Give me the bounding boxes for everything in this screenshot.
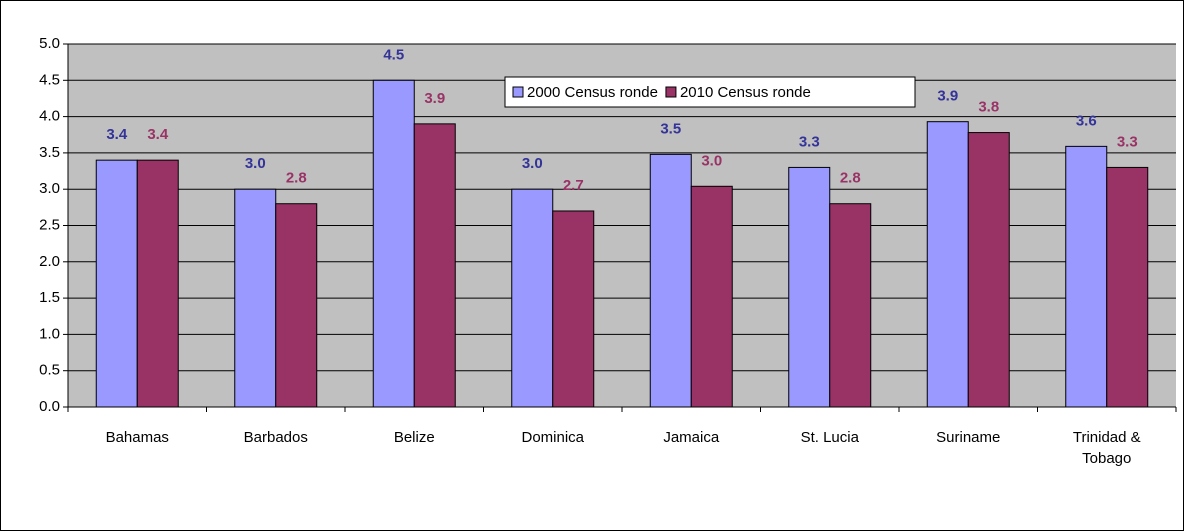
data-label: 3.5: [660, 120, 681, 137]
legend-swatch: [512, 86, 524, 98]
bar: [552, 210, 595, 408]
bar: [649, 153, 692, 408]
x-tick-label: St. Lucia: [800, 429, 859, 446]
bar: [511, 188, 554, 408]
y-tick-label: 0.5: [39, 362, 60, 379]
y-tick-label: 4.0: [39, 108, 60, 125]
x-tick-label: Trinidad & Tobago: [1072, 429, 1141, 467]
legend-swatch: [665, 86, 677, 98]
data-label: 3.9: [937, 88, 958, 105]
data-label: 3.9: [424, 90, 445, 107]
data-label: 3.0: [701, 152, 722, 169]
data-label: 4.5: [383, 46, 404, 63]
data-label: 3.3: [799, 133, 820, 150]
x-tick-label: Suriname: [936, 429, 1001, 446]
data-label: 3.0: [522, 155, 543, 172]
y-tick-label: 2.0: [39, 253, 60, 270]
y-tick-label: 3.5: [39, 144, 60, 161]
data-label: 3.8: [978, 99, 999, 116]
data-label: 3.4: [147, 126, 169, 143]
y-tick-label: 2.5: [39, 216, 60, 233]
data-label: 2.7: [563, 177, 584, 194]
x-tick-label: Jamaica: [663, 429, 720, 446]
y-tick-label: 5.0: [39, 35, 60, 52]
y-tick-label: 1.5: [39, 289, 60, 306]
bar: [690, 185, 733, 408]
y-tick-label: 3.0: [39, 180, 60, 197]
bar: [788, 166, 831, 408]
bar: [95, 159, 138, 408]
x-tick-label: Bahamas: [105, 429, 169, 446]
data-label: 2.8: [286, 170, 307, 187]
x-tick-label: Belize: [393, 429, 435, 446]
data-label: 2.8: [840, 170, 861, 187]
bar: [926, 121, 969, 408]
y-tick-label: 1.0: [39, 325, 60, 342]
bar: [1106, 166, 1149, 408]
y-tick-label: 0.0: [39, 398, 60, 415]
x-tick-label: Dominica: [521, 429, 585, 446]
bar: [275, 203, 318, 408]
bar: [967, 132, 1010, 408]
x-tick-label: Barbados: [243, 429, 308, 446]
data-label: 3.6: [1076, 112, 1097, 129]
legend-label: 2000 Census ronde: [527, 84, 658, 101]
bar: [829, 203, 872, 408]
y-tick-label: 4.5: [39, 71, 60, 88]
data-label: 3.0: [245, 155, 266, 172]
data-label: 3.4: [106, 126, 128, 143]
data-label: 3.3: [1117, 133, 1138, 150]
bar: [372, 79, 415, 408]
bar: [1065, 145, 1108, 408]
bar: [413, 123, 456, 408]
legend-label: 2010 Census ronde: [680, 84, 811, 101]
legend-box: [504, 76, 916, 108]
bar: [234, 188, 277, 408]
bar: [136, 159, 179, 408]
